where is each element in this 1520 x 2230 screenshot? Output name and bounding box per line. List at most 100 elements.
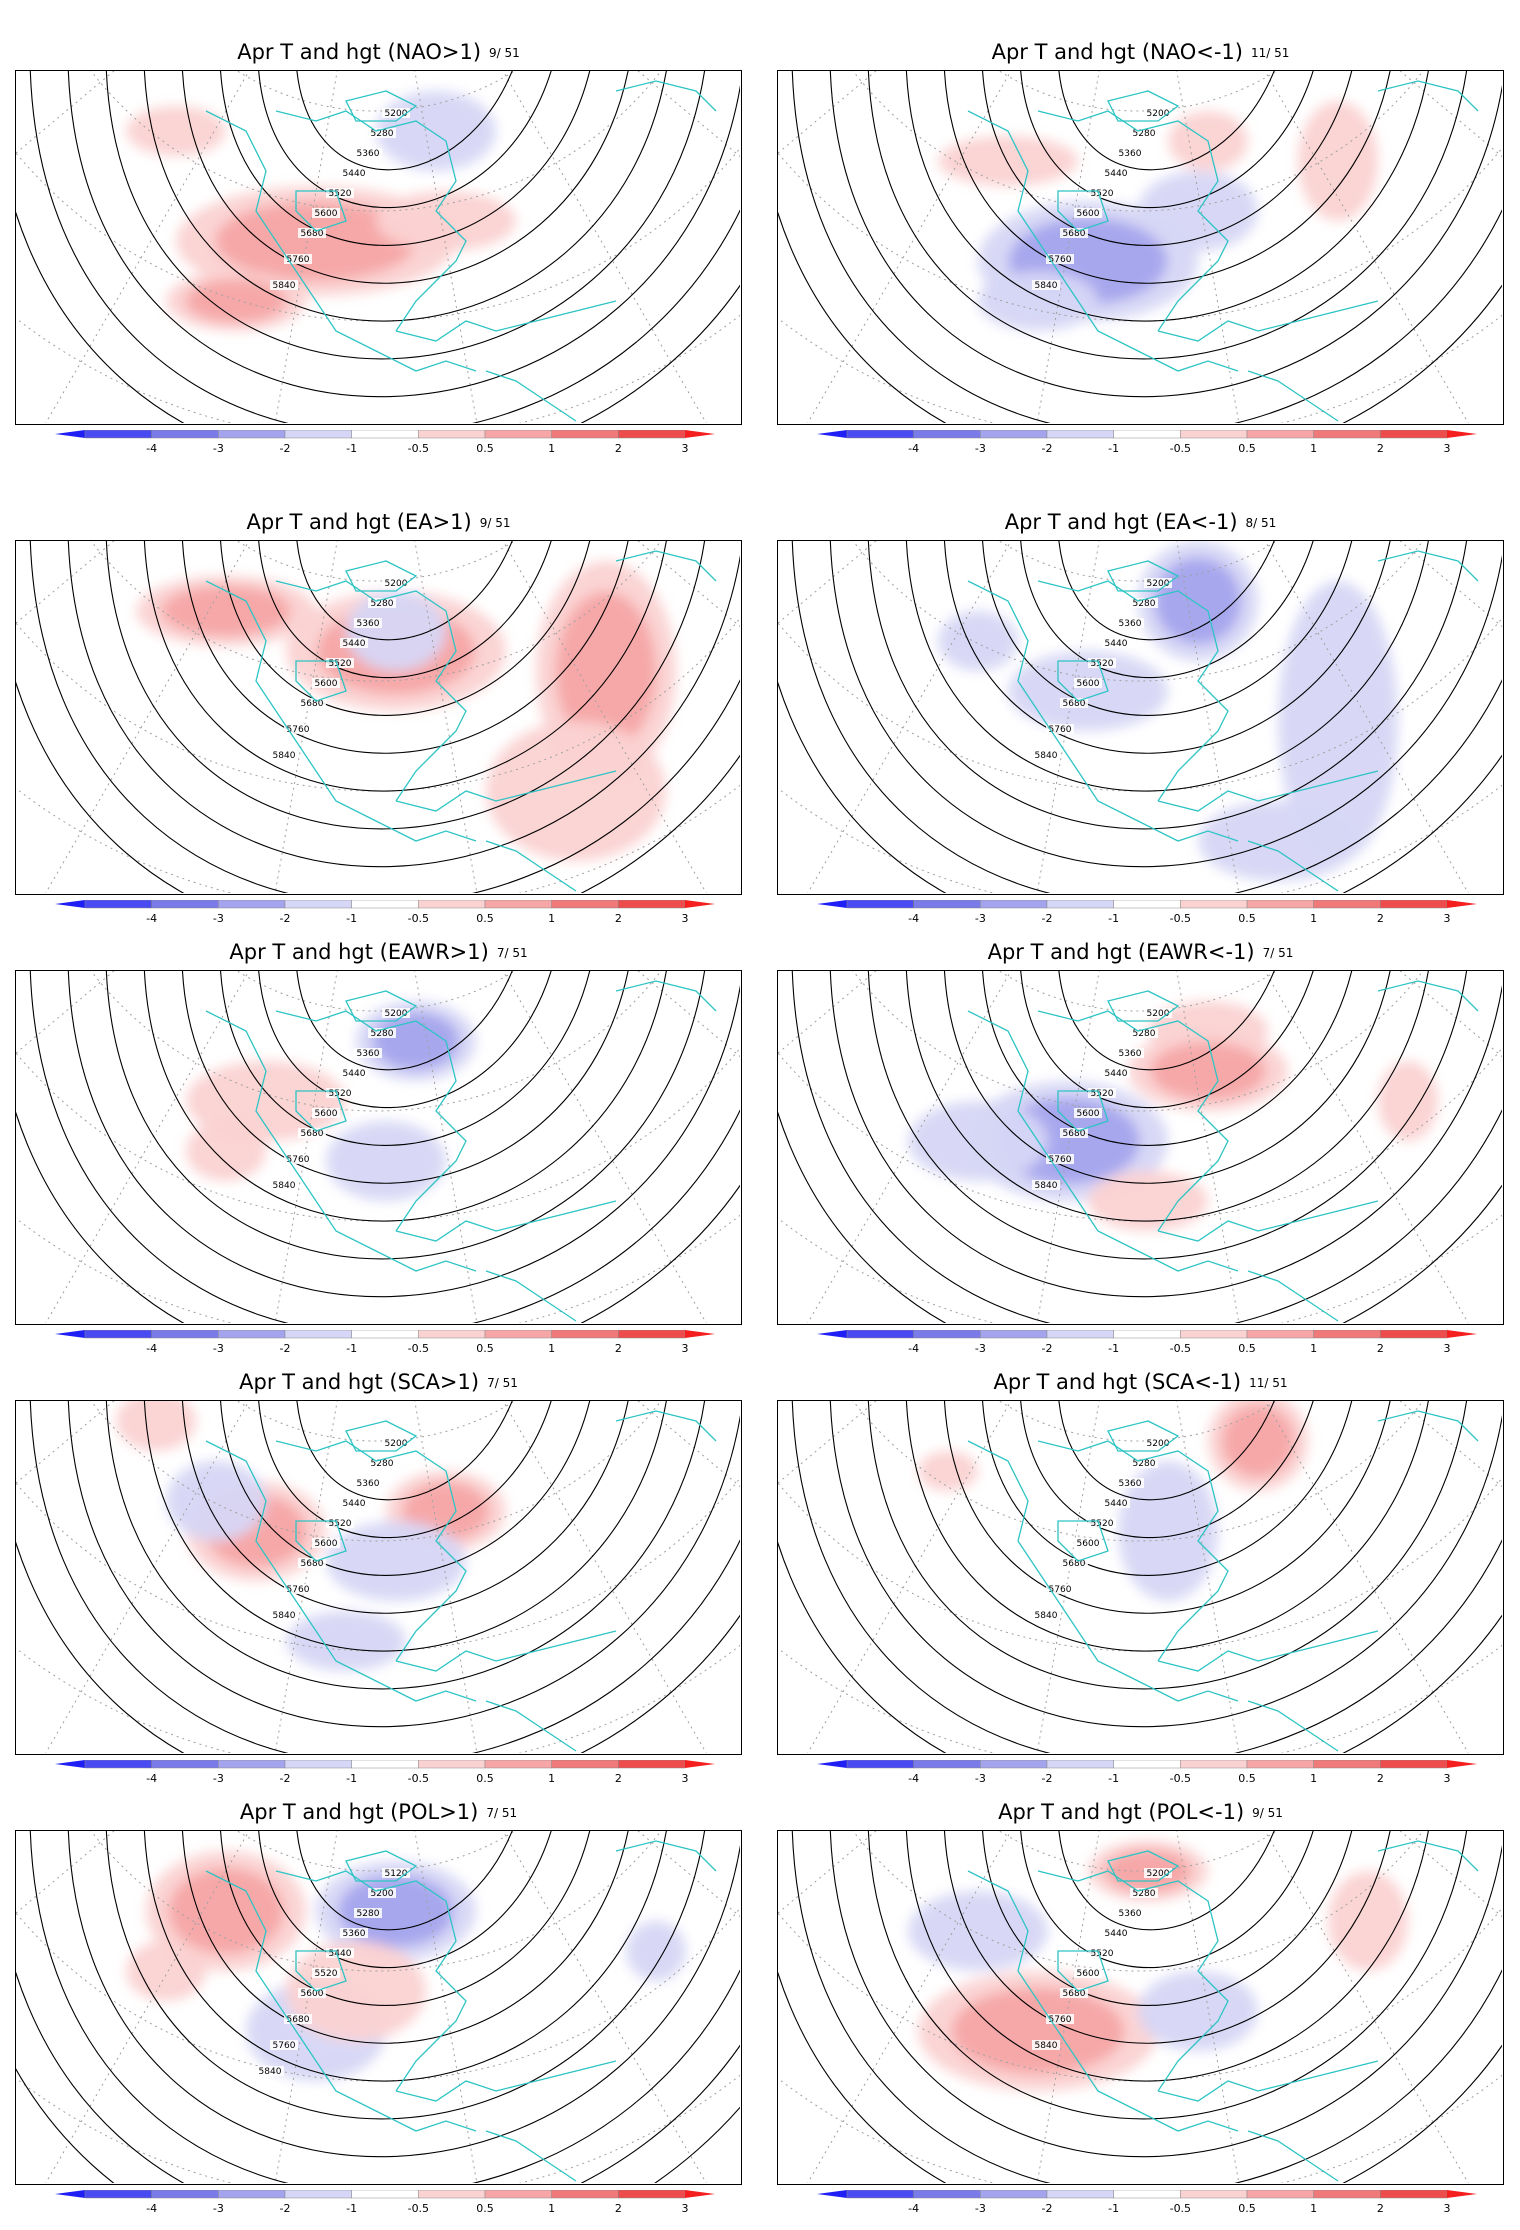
coastline [967,1870,1239,2132]
colorbar-segment [913,1759,981,1769]
colorbar-tick-label: -1 [1108,912,1119,925]
colorbar-segment [1380,429,1448,439]
colorbar-tick-label: -4 [908,2202,919,2215]
colorbar-segment [1180,2189,1248,2199]
colorbar-tick-label: -2 [280,912,291,925]
colorbar-segment [218,1759,286,1769]
colorbar-min-arrow [817,2190,847,2198]
contour-label-bg [270,280,298,290]
colorbar-svg: -4-3-2-1-0.50.51234 [55,899,755,925]
contour-label: 5440 [1105,1069,1128,1079]
colorbar-tick-label: 0.5 [1238,2202,1256,2215]
height-contour [906,971,1429,1222]
contour-label-bg [1088,1518,1116,1528]
colorbar-tick-label: 0.5 [476,1342,494,1355]
colorbar-tick-label: -4 [146,1772,157,1785]
colorbar-segment [351,2189,419,2199]
panel-title: Apr T and hgt (NAO<-1) 11/ 51 [777,40,1504,70]
coastline [395,1200,617,1242]
colorbar-tick-label: 2 [615,2202,622,2215]
contour-label: 5600 [315,1539,338,1549]
temperature-anomaly-shading [918,1401,1308,1601]
polar-map: 5200 5280 5360 5440 5520 5600 5680 5760 5840 [777,970,1504,1325]
coastlines [967,1410,1479,1752]
height-contour [778,1970,1502,2183]
panel-sample-count: 11/ 51 [1249,1376,1288,1390]
colorbar-segment [351,1329,419,1339]
cold-anomaly [908,1891,1048,1971]
map-svg: 5200 5280 5360 5440 5520 5600 5680 5760 5840 [16,71,740,423]
colorbar-max-arrow [685,430,715,438]
colorbar: -4-3-2-1-0.50.51234 [817,2189,1517,2220]
coastline [395,300,617,342]
height-contour [829,541,1502,868]
contour-label: 5520 [329,1089,352,1099]
colorbar-segment [284,2189,352,2199]
colorbar-max-arrow [1447,2190,1477,2198]
height-contour [182,71,629,284]
contour-label-bg [284,1584,312,1594]
coastline [395,2060,617,2102]
colorbar-tick-label: -1 [346,442,357,455]
contour-label-bg [1088,658,1116,668]
colorbar-segment [218,2189,286,2199]
contour-labels: 5200 5280 5360 5440 5520 5600 5680 5760 5840 [270,578,410,761]
colorbar-tick-label: 1 [548,1342,555,1355]
contour-label: 5600 [301,1989,324,1999]
coastlines [205,550,717,892]
contour-label-bg [1102,638,1130,648]
panel-title: Apr T and hgt (EA>1) 9/ 51 [15,510,742,540]
contour-label-bg [312,1108,340,1118]
contour-label-bg [312,208,340,218]
colorbar-tick-label: -2 [280,1342,291,1355]
height-contour [906,1831,1429,2082]
contour-label-bg [1046,2014,1074,2024]
colorbar-tick-label: -0.5 [408,1342,429,1355]
coastline [1057,1950,1109,1992]
coastline [1057,190,1109,232]
warm-anomaly [918,1451,978,1491]
contour-label: 5440 [1105,639,1128,649]
contour-label-bg [312,1538,340,1548]
colorbar-tick-label: 2 [615,442,622,455]
height-contour [16,210,740,423]
coastline [1037,1010,1229,1232]
contour-label: 5440 [329,1949,352,1959]
panel-title-text: Apr T and hgt (NAO<-1) [991,40,1243,64]
height-contour [29,1831,740,2183]
height-contour [829,971,1502,1298]
map-panel: Apr T and hgt (EA<-1) 8/ 51 5200 5280 5360 54… [777,510,1517,935]
colorbar-tick-label: -4 [908,1342,919,1355]
contour-label: 5680 [1063,1559,1086,1569]
contour-label: 5200 [385,1439,408,1449]
map-panel: Apr T and hgt (EA>1) 9/ 51 5200 5280 5360 544… [15,510,755,935]
contour-label: 5680 [1063,699,1086,709]
contour-label: 5200 [1147,579,1170,589]
colorbar-tick-label: -3 [975,442,986,455]
height-contour [29,971,740,1323]
contour-label-bg [1032,280,1060,290]
height-contour [906,71,1429,322]
coastline [295,1090,347,1132]
contour-label: 5520 [329,1519,352,1529]
contour-label-bg [1144,578,1172,588]
contour-label: 5680 [301,1559,324,1569]
contour-label: 5840 [1035,1611,1058,1621]
colorbar-max-arrow [685,2190,715,2198]
colorbar-tick-label: 3 [682,1342,689,1355]
coastline [295,190,347,232]
colorbar-segment [418,429,486,439]
colorbar-tick-label: -3 [213,1342,224,1355]
warm-anomaly [1222,1405,1294,1477]
cold-anomaly [1138,1971,1258,2051]
warm-anomaly [185,279,287,323]
colorbar-tick-label: -0.5 [408,1772,429,1785]
panel-sample-count: 7/ 51 [1262,946,1294,960]
contour-label-bg [1130,1888,1158,1898]
contour-label: 5840 [273,751,296,761]
coastline [967,110,1239,372]
contour-label-bg [1074,1108,1102,1118]
colorbar-tick-label: 0.5 [476,2202,494,2215]
colorbar-segment [1180,1329,1248,1339]
coastline [1377,80,1479,112]
